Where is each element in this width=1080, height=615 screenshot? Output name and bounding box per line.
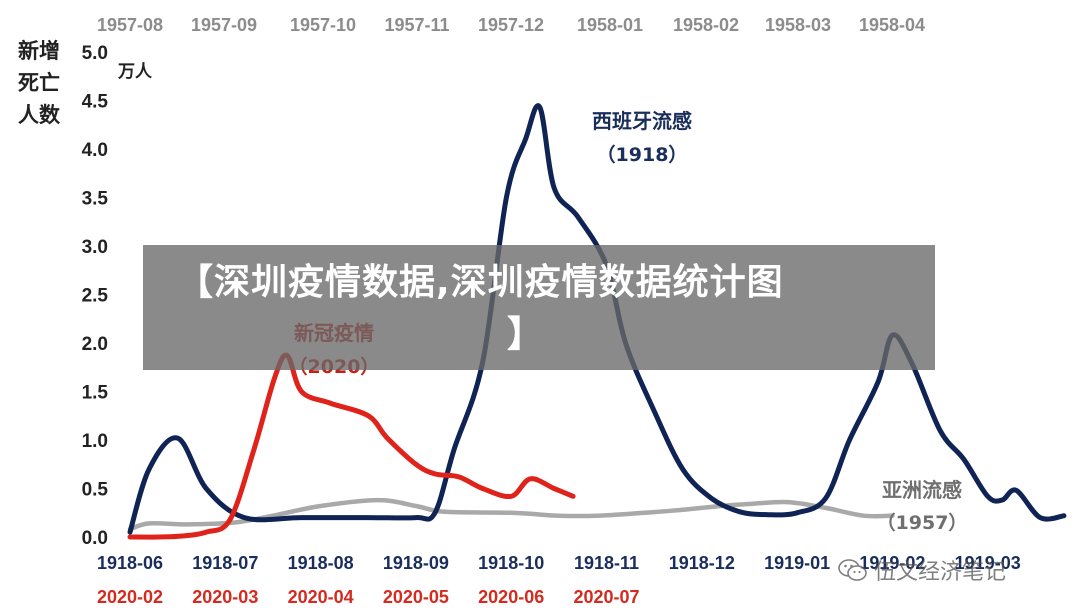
banner-line-1: 【深圳疫情数据,深圳疫情数据统计图 [177, 262, 784, 303]
x-tick-1918: 1918-10 [478, 553, 544, 573]
y-axis-label-line: 死亡 [18, 71, 60, 95]
x-tick-1957: 1958-04 [859, 15, 925, 35]
x-tick-1918: 1919-01 [764, 553, 830, 573]
x-tick-1918: 1918-06 [97, 553, 163, 573]
x-tick-1957: 1957-08 [97, 15, 163, 35]
x-tick-1957: 1958-01 [577, 15, 643, 35]
y-tick-label: 0.0 [82, 528, 108, 549]
y-tick-label: 1.0 [82, 431, 108, 452]
x-tick-2020: 2020-05 [383, 587, 449, 607]
x-tick-1918: 1918-09 [383, 553, 449, 573]
watermark-text: 伍文经济笔记 [874, 560, 1007, 585]
x-tick-1957: 1957-09 [191, 15, 257, 35]
y-axis-label-line: 人数 [18, 103, 61, 127]
x-tick-2020: 2020-06 [478, 587, 544, 607]
x-tick-2020: 2020-03 [192, 587, 258, 607]
series-line-2 [127, 497, 895, 532]
series-line-1 [127, 352, 576, 540]
series-label-name: 亚洲流感 [882, 478, 962, 502]
x-tick-1957: 1958-02 [673, 15, 739, 35]
y-axis-label-line: 新增 [18, 39, 60, 63]
x-axis-1957-ticks: 1957-08 1957-09 1957-10 1957-11 1957-12 1958-… [97, 15, 925, 35]
banner-line-2: 】 [507, 314, 545, 355]
y-tick-label: 2.0 [82, 334, 108, 355]
x-tick-2020: 2020-07 [573, 587, 639, 607]
unit-label: 万人 [117, 62, 153, 82]
y-tick-label: 4.0 [82, 140, 108, 161]
series-label-year: （1957） [877, 511, 968, 534]
watermark: 伍文经济笔记 [838, 553, 1006, 587]
x-tick-1918: 1918-07 [192, 553, 258, 573]
x-tick-1918: 1918-11 [574, 553, 639, 573]
x-tick-1957: 1957-11 [384, 15, 449, 35]
x-tick-1918: 1918-08 [288, 553, 354, 573]
y-tick-label: 0.5 [82, 480, 109, 501]
x-tick-1957: 1957-12 [478, 15, 544, 35]
y-tick-label: 3.5 [82, 189, 109, 210]
x-tick-1918: 1919-03 [955, 553, 1021, 573]
x-tick-1957: 1958-03 [765, 15, 831, 35]
wechat-icon [838, 559, 867, 581]
x-axis-2020-ticks: 2020-02 2020-03 2020-04 2020-05 2020-06 2020-… [97, 587, 640, 607]
x-tick-1957: 1957-10 [290, 15, 356, 35]
x-tick-1918: 1919-02 [859, 553, 925, 573]
x-tick-1918: 1918-12 [669, 553, 735, 573]
y-tick-label: 4.5 [82, 92, 109, 113]
series-label-year: （1918） [597, 143, 688, 166]
x-tick-2020: 2020-02 [97, 587, 163, 607]
x-tick-2020: 2020-04 [288, 587, 354, 607]
y-tick-label: 5.0 [82, 43, 108, 64]
series-label-name: 西班牙流感 [592, 109, 692, 133]
y-tick-label: 2.5 [82, 286, 109, 307]
y-tick-label: 1.5 [82, 383, 109, 404]
title-banner: 【深圳疫情数据,深圳疫情数据统计图 】 [143, 245, 935, 370]
y-axis-ticks: 0.0 0.5 1.0 1.5 2.0 2.5 3.0 3.5 4.0 4.5 5.0 [82, 43, 109, 549]
x-axis-1918-ticks: 1918-06 1918-07 1918-08 1918-09 1918-10 1918-… [97, 553, 1021, 573]
y-tick-label: 3.0 [82, 237, 108, 258]
